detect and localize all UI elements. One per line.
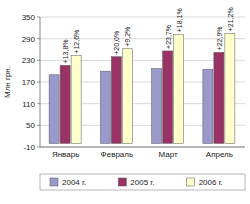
tick-label: 50 <box>26 121 35 130</box>
annotation: +18,1% <box>176 8 183 32</box>
chart: -10 50 110 170 230 290 350 Млн грн. Январь +13,8%… <box>0 0 250 204</box>
tick-label: 230 <box>22 56 36 65</box>
legend-label: 2006 г. <box>199 178 223 187</box>
y-label: Млн грн. <box>3 66 12 98</box>
category-label: Апрель <box>206 150 233 159</box>
tick-label: 170 <box>22 78 36 87</box>
annotation: +13,8% <box>62 39 69 63</box>
tick-label: 290 <box>22 35 36 44</box>
grid-line <box>40 38 245 39</box>
annotation: +9,2% <box>124 27 131 47</box>
legend-swatch <box>50 178 58 186</box>
bar <box>214 52 224 143</box>
category-label: Январь <box>52 150 79 159</box>
tick <box>37 38 40 39</box>
annotation: +22,9% <box>216 26 223 50</box>
tick <box>37 82 40 83</box>
legend-swatch <box>187 178 195 186</box>
tick <box>37 103 40 104</box>
legend-box <box>40 174 245 190</box>
grid-line <box>40 147 245 148</box>
category-label: Февраль <box>101 150 134 159</box>
grid-line <box>40 17 245 18</box>
bar <box>100 71 110 143</box>
bar <box>71 56 81 144</box>
bar <box>49 75 59 144</box>
bar <box>225 33 235 143</box>
bar <box>152 69 162 144</box>
tick-label: -10 <box>23 143 35 152</box>
bar <box>60 65 70 143</box>
y-axis <box>40 17 41 147</box>
tick <box>37 60 40 61</box>
bar <box>163 51 173 143</box>
annotation: +20,0% <box>113 31 120 55</box>
bar <box>111 57 121 144</box>
tick-label: 350 <box>22 13 36 22</box>
annotation: +21,2% <box>227 7 234 31</box>
legend-label: 2005 г. <box>130 178 154 187</box>
category-label: Март <box>159 150 178 159</box>
legend-swatch <box>118 178 126 186</box>
tick <box>37 17 40 18</box>
tick <box>37 147 40 148</box>
legend: 2004 г. 2005 г. 2006 г. <box>40 174 245 190</box>
annotation: +23,7% <box>165 25 172 49</box>
legend-label: 2004 г. <box>62 178 86 187</box>
bar <box>174 34 184 143</box>
annotation: +12,6% <box>73 30 80 54</box>
tick <box>37 125 40 126</box>
tick-label: 110 <box>22 100 35 109</box>
x-axis <box>40 147 245 148</box>
bar <box>122 49 132 144</box>
bar <box>203 69 213 143</box>
